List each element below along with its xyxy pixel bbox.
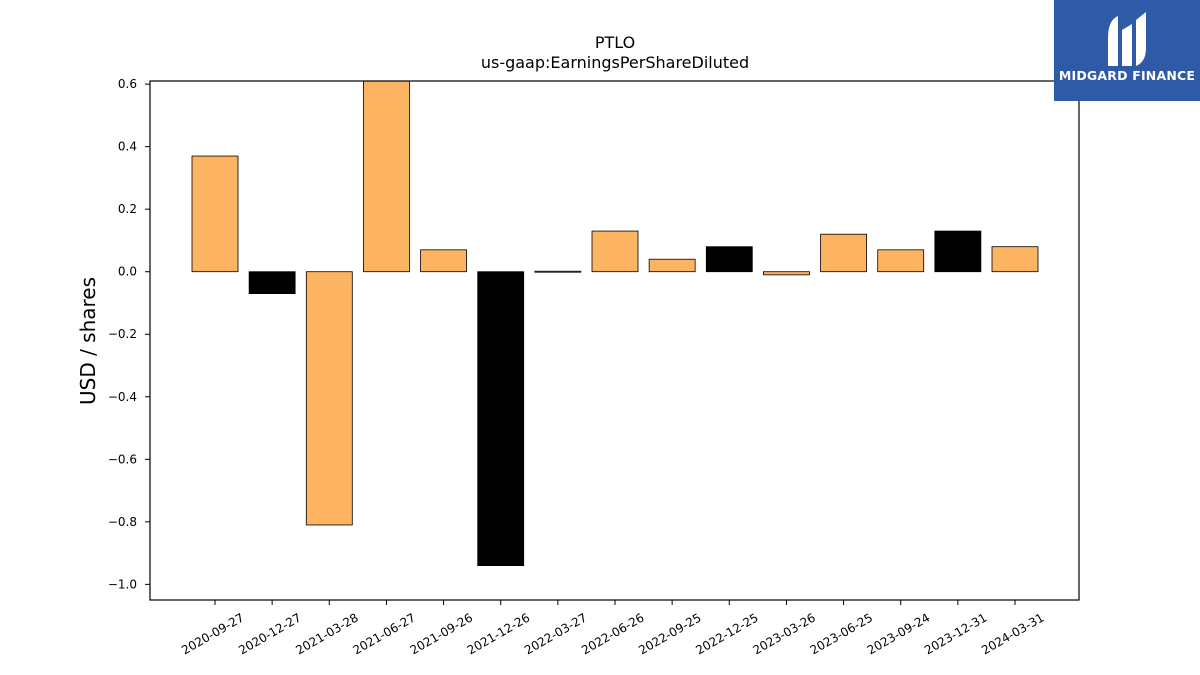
y-tick-label: −0.2: [108, 327, 137, 341]
x-tick-label: 2024-03-31: [979, 610, 1046, 657]
y-tick-label: 0.0: [118, 265, 137, 279]
midgard-finance-logo: MIDGARD FINANCE: [1054, 0, 1200, 101]
bar-2023-12-31: [934, 230, 982, 273]
bar-2022-06-26: [591, 230, 639, 273]
bar-2022-09-25: [648, 258, 696, 273]
x-tick-label: 2022-03-27: [522, 610, 589, 657]
chart-title: PTLO: [595, 33, 635, 52]
x-tick-label: 2020-12-27: [236, 610, 303, 657]
bar-2021-12-26: [477, 271, 525, 567]
x-tick-label: 2023-12-31: [922, 610, 989, 657]
bar-group: [191, 80, 1039, 567]
bar-2021-09-26: [420, 249, 467, 273]
bar-2020-09-27: [191, 155, 239, 273]
x-tick-label: 2021-03-28: [293, 610, 360, 657]
bar-2024-03-31: [991, 246, 1039, 273]
y-tick-label: −0.4: [108, 390, 137, 404]
x-tick-label: 2023-09-24: [865, 610, 932, 657]
x-tick-label: 2022-09-25: [636, 610, 703, 657]
bar-2023-03-26: [763, 271, 810, 276]
bar-2021-03-28: [305, 271, 353, 526]
y-tick-label: 0.2: [118, 202, 137, 216]
x-tick-label: 2023-06-25: [808, 610, 875, 657]
bar-2023-06-25: [820, 233, 867, 273]
brand-name: MIDGARD FINANCE: [1058, 68, 1196, 83]
bar-2023-09-24: [877, 249, 925, 273]
x-tick-label: 2021-12-26: [465, 610, 532, 657]
x-tick-label: 2022-06-26: [579, 610, 646, 657]
y-tick-label: −0.6: [108, 452, 137, 466]
bar-2022-12-25: [705, 246, 753, 273]
midgard-logo-icon: [1108, 12, 1146, 66]
y-tick-label: −1.0: [108, 577, 137, 591]
y-tick-label: 0.6: [118, 77, 137, 91]
bar-2022-03-27: [534, 270, 582, 273]
y-axis-label: USD / shares: [76, 277, 100, 405]
x-tick-label: 2020-09-27: [179, 610, 246, 657]
x-tick-label: 2021-06-27: [351, 610, 418, 657]
y-tick-label: 0.4: [118, 140, 137, 154]
bar-2021-06-27: [363, 80, 410, 273]
y-tick-label: −0.8: [108, 515, 137, 529]
chart-subtitle: us-gaap:EarningsPerShareDiluted: [481, 53, 749, 72]
x-tick-label: 2023-03-26: [751, 610, 818, 657]
bar-2020-12-27: [248, 271, 296, 295]
x-tick-label: 2021-09-26: [408, 610, 475, 657]
plot-frame: [149, 80, 1080, 601]
x-tick-label: 2022-12-25: [693, 610, 760, 657]
x-axis-ticks: 2020-09-272020-12-272021-03-282021-06-27…: [179, 600, 1047, 657]
y-axis-ticks: −1.0 −0.8 −0.6 −0.4 −0.2 0.0 0.2 0.4 0.6: [108, 77, 150, 591]
